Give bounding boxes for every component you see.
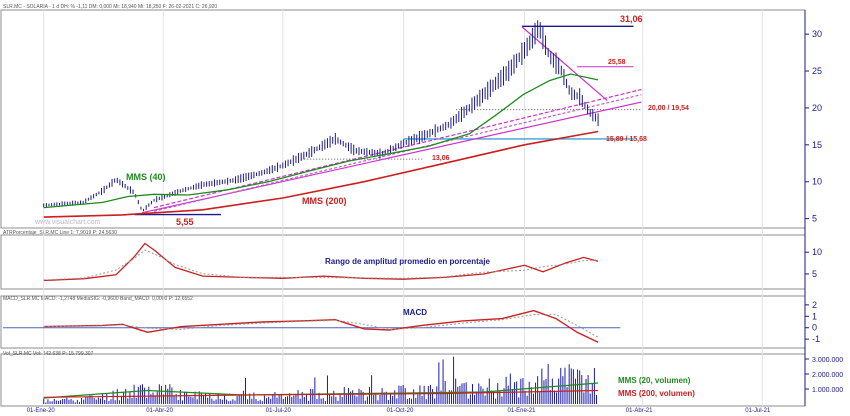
x-tick-label: 01-Ene-21: [508, 408, 537, 414]
x-tick-label: 01-Abr-20: [146, 408, 173, 414]
volume-y-tick-label: 3.000.000: [812, 357, 843, 364]
price-y-tick-label: 10: [812, 177, 822, 187]
trend-line: [153, 94, 642, 212]
trend-line: [142, 101, 642, 214]
price-panel-frame: [0, 9, 806, 229]
atr-signal-line: [43, 249, 599, 281]
atr-y-tick-label: 5: [812, 269, 817, 279]
price-y-tick-label: 5: [812, 214, 817, 224]
volume-y-tick-label: 1.000.000: [812, 387, 843, 394]
x-tick-label: 01-Jul-21: [745, 408, 771, 414]
price-bars: [43, 20, 599, 404]
mms40-line: [43, 73, 599, 209]
price-y-tick-label: 15: [812, 140, 822, 150]
mms200-label: MMS (200): [302, 196, 347, 206]
macd-y-tick-label: 0: [812, 323, 817, 333]
mms200-line: [43, 130, 599, 218]
level-20-label: 20,00 / 19,54: [648, 105, 689, 112]
low-label: 5,55: [176, 217, 194, 227]
axis-labels: 01-Ene-20 01-Abr-20 01-Jul-20 01-Oct-20 01-E…: [27, 29, 844, 414]
macd-panel-frame: [0, 295, 806, 349]
trend-line: [153, 88, 642, 209]
vol-mms20-label: MMS (20, volumen): [618, 376, 691, 385]
macd-y-tick-label: -1: [812, 334, 820, 344]
volume-mms200-line: [43, 389, 599, 398]
x-tick-label: 01-Oct-20: [387, 408, 414, 414]
atr-y-tick-label: 10: [812, 247, 822, 257]
x-tick-label: 01-Ene-20: [27, 408, 56, 414]
x-tick-label: 01-Abr-21: [626, 408, 653, 414]
level-lines: [134, 25, 642, 216]
trend-line: [521, 26, 608, 102]
series-lines: [43, 73, 599, 399]
mms40-label: MMS (40): [126, 172, 166, 182]
level-13-label: 13,06: [432, 155, 450, 162]
macd-y-tick-label: 1: [812, 311, 817, 321]
macd-y-tick-label: 2: [812, 300, 817, 310]
atr-header: ATRPorcentaje_SLR.MC Line 1: 7,9019 P: 2…: [3, 230, 117, 236]
panel-frames: [0, 9, 806, 407]
macd-header: MACD_SLR.MC MACD: -1,2748 MediaSIG: -0,9…: [3, 296, 193, 302]
price-y-tick-label: 25: [812, 66, 822, 76]
volume-header: Vol_SLR.MC Vol: 242.638 P: 15.799.307: [3, 351, 94, 357]
high-label: 31,06: [620, 14, 643, 24]
atr-title: Rango de amplitud promedio en porcentaje: [325, 257, 490, 266]
macd-line: [43, 309, 599, 343]
level-25-label: 25,58: [608, 59, 626, 66]
atr-line: [43, 242, 599, 282]
grid-layer: [3, 10, 809, 406]
macd-title: MACD: [403, 308, 427, 317]
volume-y-tick-label: 2.000.000: [812, 372, 843, 379]
x-tick-label: 01-Jul-20: [266, 408, 292, 414]
watermark: www.visualchart.com: [34, 219, 101, 226]
price-y-tick-label: 30: [812, 29, 822, 39]
price-header: SLR.MC - SOLARIA - 1 d DH: % -1,11 DM: 0…: [3, 4, 217, 10]
level-15-label: 15,89 / 15,68: [606, 136, 647, 143]
price-y-tick-label: 20: [812, 103, 822, 113]
vol-mms200-label: MMS (200, volumen): [618, 389, 695, 398]
